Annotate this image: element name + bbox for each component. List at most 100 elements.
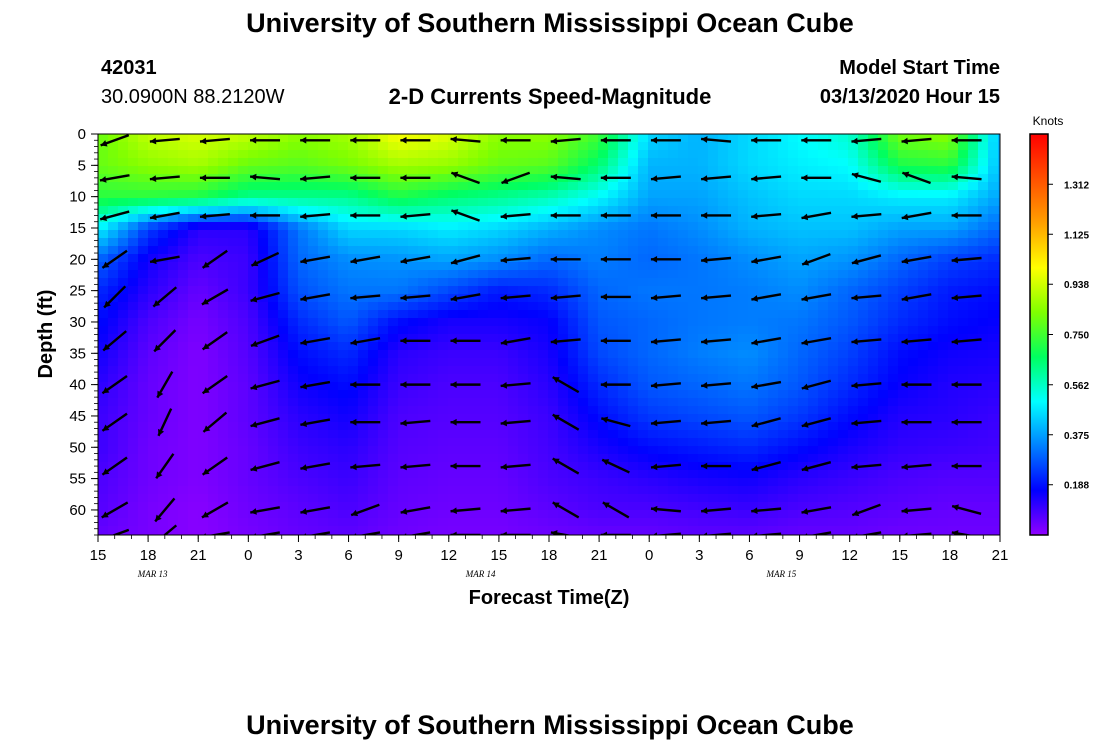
heatmap-cell [368,446,379,455]
heatmap-cell [338,158,349,167]
heatmap-cell [248,246,259,255]
heatmap-cell [488,262,499,271]
heatmap-cell [978,486,989,495]
heatmap-cell [988,310,999,319]
heatmap-cell [308,358,319,367]
heatmap-cell [668,390,679,399]
heatmap-cell [598,334,609,343]
heatmap-cell [298,230,309,239]
current-vector-arrow [550,173,581,181]
heatmap-cell [648,374,659,383]
heatmap-cell [918,286,929,295]
heatmap-cell [218,190,229,199]
heatmap-cell [888,222,899,231]
heatmap-cell [238,174,249,183]
heatmap-cell [488,254,499,263]
heatmap-cell [968,198,979,207]
heatmap-cell [898,358,909,367]
heatmap-cell [768,230,779,239]
heatmap-cell [908,342,919,351]
heatmap-cell [968,350,979,359]
heatmap-cell [428,326,439,335]
heatmap-cell [518,422,529,431]
heatmap-cell [778,366,789,375]
heatmap-cell [988,302,999,311]
heatmap-cell [628,206,639,215]
heatmap-cell [278,494,289,503]
heatmap-cell [868,326,879,335]
heatmap-cell [238,278,249,287]
heatmap-cell [318,358,329,367]
heatmap-cell [608,166,619,175]
heatmap-cell [728,366,739,375]
heatmap-cell [518,526,529,535]
heatmap-cell [308,230,319,239]
heatmap-cell [418,238,429,247]
current-vector-arrow [751,507,782,515]
heatmap-cell [728,446,739,455]
heatmap-cell [438,342,449,351]
heatmap-cell [168,406,179,415]
heatmap-cell [528,246,539,255]
heatmap-cell [498,174,509,183]
heatmap-cell [528,270,539,279]
heatmap-cell [688,422,699,431]
heatmap-cell [348,270,359,279]
heatmap-cell [178,158,189,167]
heatmap-cell [768,150,779,159]
heatmap-cell [398,438,409,447]
heatmap-cell [878,374,889,383]
heatmap-cell [788,182,799,191]
heatmap-cell [168,526,179,535]
heatmap-cell [918,318,929,327]
heatmap-cell [378,174,389,183]
heatmap-cell [718,294,729,303]
heatmap-cell [978,518,989,527]
heatmap-cell [348,494,359,503]
heatmap-cell [658,334,669,343]
heatmap-cell [298,470,309,479]
heatmap-cell [618,422,629,431]
heatmap-cell [508,430,519,439]
heatmap-cell [828,382,839,391]
heatmap-cell [438,438,449,447]
heatmap-cell [198,478,209,487]
heatmap-cell [948,270,959,279]
heatmap-cell [798,526,809,535]
heatmap-cell [208,446,219,455]
heatmap-cell [868,342,879,351]
heatmap-cell [118,302,129,311]
heatmap-cell [128,238,139,247]
heatmap-cell [768,286,779,295]
heatmap-cell [998,286,1000,295]
heatmap-cell [518,158,529,167]
heatmap-cell [268,398,279,407]
heatmap-cell [988,182,999,191]
heatmap-cell [808,158,819,167]
heatmap-cell [768,414,779,423]
heatmap-cell [698,406,709,415]
heatmap-cell [668,158,679,167]
heatmap-cell [568,366,579,375]
heatmap-cell [178,462,189,471]
heatmap-cell [138,462,149,471]
heatmap-cell [408,382,419,391]
current-vector-arrow [901,381,932,388]
heatmap-cell [288,278,299,287]
heatmap-cell [678,430,689,439]
heatmap-cell [378,310,389,319]
heatmap-cell [438,382,449,391]
heatmap-cell [888,358,899,367]
heatmap-cell [968,214,979,223]
heatmap-cell [208,326,219,335]
heatmap-cell [818,134,829,143]
heatmap-cell [308,238,319,247]
heatmap-cell [118,310,129,319]
heatmap-cell [358,334,369,343]
heatmap-cell [808,358,819,367]
heatmap-cell [138,438,149,447]
heatmap-cell [858,342,869,351]
heatmap-cell [228,158,239,167]
heatmap-cell [448,374,459,383]
heatmap-cell [308,494,319,503]
